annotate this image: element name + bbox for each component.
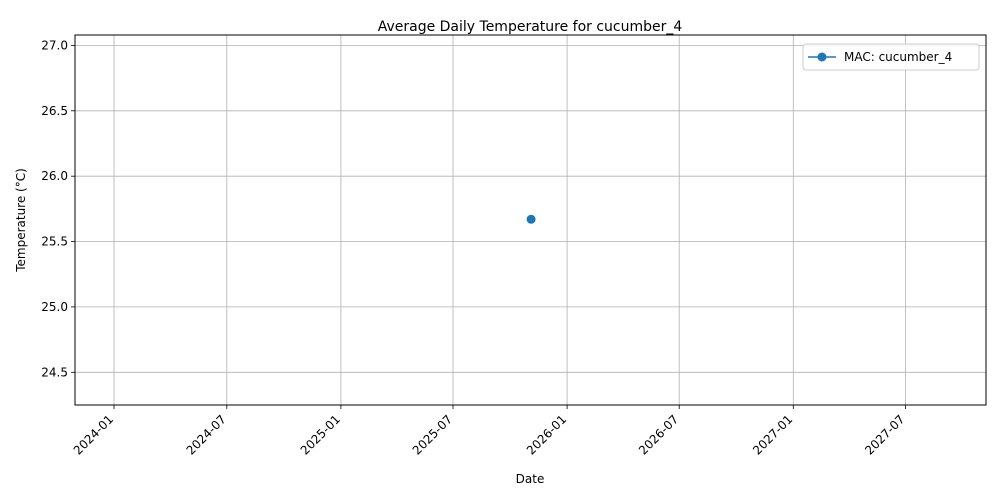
legend: MAC: cucumber_4	[802, 43, 980, 71]
legend-marker-swatch	[817, 52, 827, 62]
x-tick-label: 2027-07	[862, 412, 907, 457]
x-tick-label: 2026-01	[524, 412, 569, 457]
data-point	[526, 214, 536, 224]
plot-frame	[74, 34, 987, 406]
x-tick-label: 2024-07	[184, 412, 229, 457]
y-tick-label: 26.0	[41, 169, 68, 183]
chart-title: Average Daily Temperature for cucumber_4	[378, 19, 683, 35]
axis-ticks: 2024-01 2024-07 2025-01 2025-07 2026-01 2026-…	[41, 39, 907, 458]
x-tick-label: 2025-07	[410, 412, 455, 457]
y-tick-label: 25.0	[41, 300, 68, 314]
y-tick-label: 27.0	[41, 39, 68, 53]
series-layer	[526, 214, 536, 224]
legend-entry-label: MAC: cucumber_4	[844, 50, 952, 64]
y-tick-label: 24.5	[41, 365, 68, 379]
x-axis-title: Date	[516, 472, 545, 486]
x-tick-label: 2027-01	[750, 412, 795, 457]
legend-box	[802, 43, 980, 71]
y-axis-title: Temperature (°C)	[14, 168, 28, 273]
y-tick-label: 26.5	[41, 104, 68, 118]
y-tick-label: 25.5	[41, 235, 68, 249]
x-tick-label: 2026-07	[636, 412, 681, 457]
x-tick-label: 2025-01	[298, 412, 343, 457]
x-tick-label: 2024-01	[71, 412, 116, 457]
